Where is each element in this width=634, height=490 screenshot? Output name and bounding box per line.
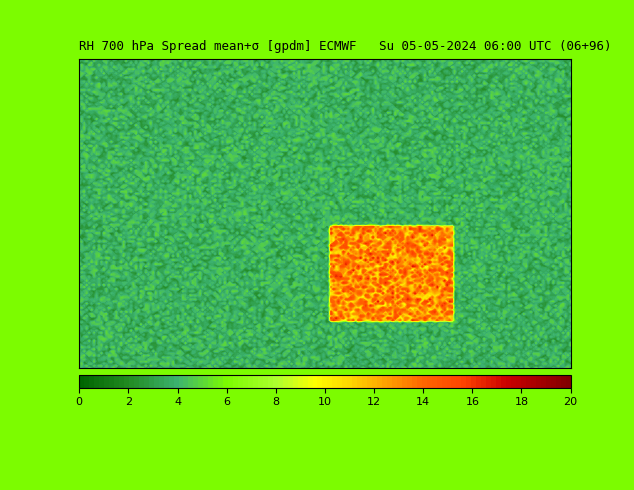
Text: RH 700 hPa Spread mean+σ [gpdm] ECMWF   Su 05-05-2024 06:00 UTC (06+96): RH 700 hPa Spread mean+σ [gpdm] ECMWF Su…	[79, 41, 612, 53]
